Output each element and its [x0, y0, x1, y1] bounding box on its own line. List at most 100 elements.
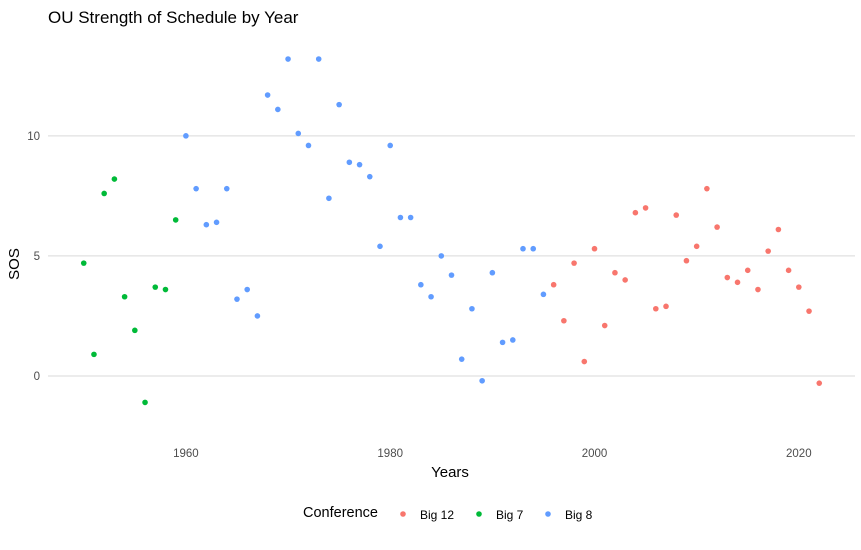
- data-point: [183, 133, 189, 139]
- data-point: [264, 92, 271, 98]
- y-tick-label: 0: [34, 371, 40, 383]
- data-point: [816, 380, 823, 386]
- y-axis-ticks: 0 5 10: [27, 131, 40, 383]
- data-point: [336, 101, 342, 108]
- data-point: [142, 399, 148, 406]
- data-point: [121, 293, 128, 300]
- data-point: [734, 279, 741, 286]
- data-point: [458, 356, 465, 362]
- data-point: [234, 296, 240, 302]
- legend-key: [400, 511, 406, 517]
- data-point: [744, 267, 751, 274]
- data-point: [489, 269, 496, 276]
- x-tick-label: 1960: [173, 448, 199, 460]
- data-point: [591, 245, 598, 252]
- data-point: [91, 351, 97, 358]
- series-big-12: [550, 185, 823, 386]
- data-point: [601, 322, 608, 329]
- data-point: [796, 284, 802, 290]
- data-point: [653, 305, 659, 312]
- x-tick-label: 2020: [786, 448, 812, 460]
- data-point: [377, 243, 383, 250]
- y-tick-label: 10: [27, 131, 40, 143]
- data-point: [285, 56, 291, 62]
- data-point: [366, 173, 373, 180]
- data-point: [561, 317, 567, 324]
- data-point: [642, 205, 649, 211]
- data-point: [315, 56, 322, 62]
- data-point: [193, 185, 199, 192]
- data-point: [80, 260, 87, 266]
- x-axis-ticks: 1960 1980 2000 2020: [173, 448, 812, 460]
- data-point: [203, 221, 210, 228]
- y-axis-title: SOS: [6, 248, 23, 280]
- data-point: [172, 217, 179, 223]
- data-point: [356, 161, 363, 168]
- data-point: [693, 243, 700, 250]
- legend-label: Big 7: [496, 508, 524, 522]
- data-point: [663, 303, 669, 310]
- data-point: [448, 272, 455, 278]
- data-point: [499, 339, 506, 346]
- data-point: [704, 185, 710, 192]
- data-point: [724, 274, 731, 281]
- data-point: [254, 313, 261, 319]
- data-point: [387, 142, 394, 149]
- gridlines: [48, 135, 855, 377]
- data-point: [295, 130, 302, 137]
- data-point: [223, 185, 230, 192]
- x-tick-label: 2000: [582, 448, 608, 460]
- legend-key: [545, 511, 551, 517]
- legend-items: Big 12 Big 7 Big 8: [400, 508, 593, 522]
- y-tick-label: 5: [34, 251, 40, 263]
- data-point: [152, 284, 159, 290]
- data-point: [346, 159, 353, 166]
- data-point: [520, 245, 526, 252]
- data-point: [305, 142, 312, 149]
- data-point: [550, 281, 557, 288]
- data-point: [571, 260, 577, 266]
- data-point: [111, 176, 118, 182]
- data-points: [80, 56, 823, 406]
- legend: Conference Big 12 Big 7 Big 8: [303, 505, 593, 522]
- data-point: [275, 106, 281, 113]
- x-axis-title: Years: [431, 464, 469, 481]
- data-point: [530, 245, 537, 252]
- data-point: [632, 209, 639, 216]
- series-big-7: [80, 176, 179, 406]
- data-point: [581, 358, 588, 365]
- data-point: [438, 253, 445, 259]
- data-point: [428, 293, 434, 300]
- data-point: [418, 281, 424, 288]
- legend-title: Conference: [303, 505, 378, 521]
- data-point: [714, 224, 720, 230]
- series-big-8: [183, 56, 547, 384]
- data-point: [326, 195, 332, 202]
- data-point: [673, 212, 680, 218]
- data-point: [407, 214, 414, 221]
- data-point: [244, 286, 250, 293]
- legend-label: Big 12: [420, 508, 454, 522]
- data-point: [622, 277, 628, 283]
- data-point: [397, 214, 404, 221]
- data-point: [509, 337, 516, 343]
- data-point: [132, 327, 138, 334]
- data-point: [612, 269, 618, 276]
- data-point: [101, 190, 107, 197]
- data-point: [806, 308, 812, 314]
- data-point: [775, 226, 782, 233]
- data-point: [213, 219, 220, 226]
- data-point: [755, 286, 761, 293]
- x-tick-label: 1980: [377, 448, 403, 460]
- data-point: [765, 248, 771, 254]
- legend-label: Big 8: [565, 508, 593, 522]
- data-point: [540, 291, 547, 298]
- chart-title: OU Strength of Schedule by Year: [48, 8, 299, 27]
- data-point: [785, 267, 792, 274]
- data-point: [469, 305, 475, 312]
- legend-key: [476, 511, 482, 517]
- data-point: [479, 377, 485, 384]
- data-point: [162, 286, 169, 293]
- data-point: [683, 257, 690, 264]
